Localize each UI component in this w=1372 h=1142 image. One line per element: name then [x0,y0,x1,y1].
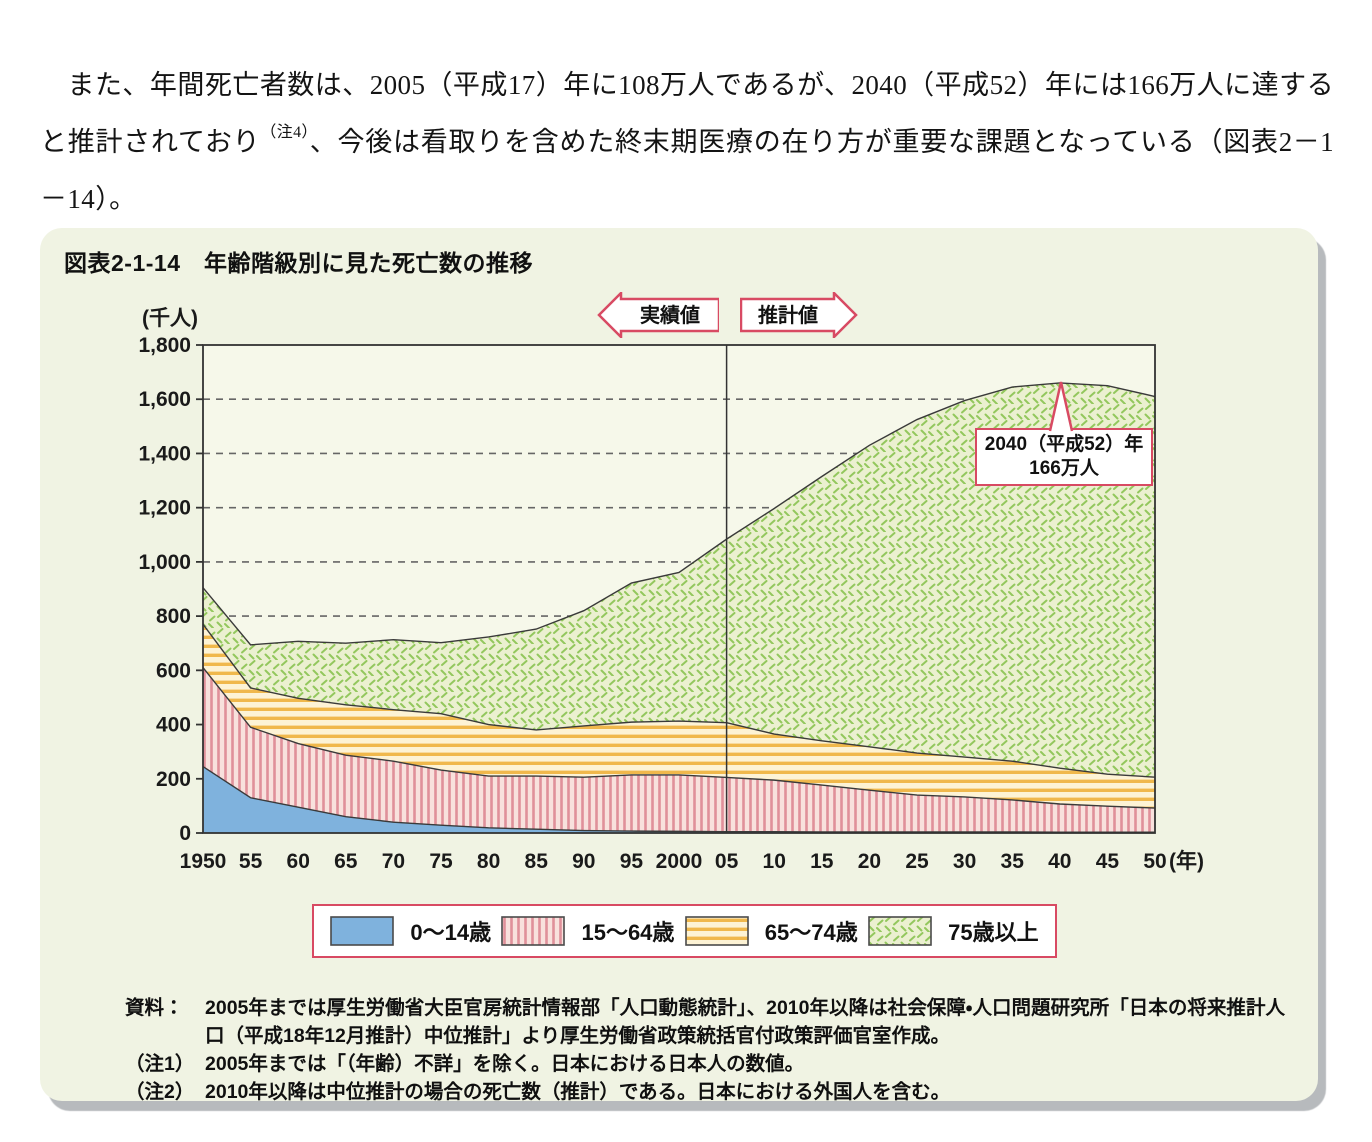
y-tick-label-400: 400 [156,714,191,737]
legend-item-3: 75歳以上 [868,915,1039,947]
y-tick-label-800: 800 [156,605,191,628]
x-tick-label-40: 40 [1048,850,1071,873]
x-tick-label-75: 75 [429,850,453,873]
figure-notes: 資料： 2005年までは厚生労働省大臣官房統計情報部「人口動態統計」、2010年以… [125,994,1285,1106]
left-arrow-shape [597,292,719,338]
figure-title: 図表2-1-14 年齢階級別に見た死亡数の推移 [64,250,533,276]
right-arrow-shape [740,292,858,338]
note-row-2: （注2） 2010年以降は中位推計の場合の死亡数（推計）である。日本における外国人… [125,1078,1285,1106]
area-75plus-outline [202,382,1156,646]
area-65-74-outline [202,623,1156,778]
x-tick-label-10: 10 [763,850,786,873]
callout-pointer [1048,381,1074,432]
deaths-by-age-stacked-area-chart: 0 200 400 600 800 1,000 1,200 1,400 1,600 1,800 19… [138,307,1204,873]
x-tick-label-65: 65 [334,850,358,873]
x-tick-label-50: 50 [1143,850,1166,873]
legend-swatch-1 [501,916,566,946]
legend-swatch-0 [330,916,395,946]
x-tick-label-25: 25 [905,850,929,873]
x-tick-label-30: 30 [953,850,976,873]
x-axis-unit-label: (年) [1169,849,1204,873]
legend-label-1: 15～64歳 [581,920,675,945]
y-axis-unit-label: (千人) [142,307,198,330]
note-text-1: 2005年までは「（年齢）不詳」を除く。日本における日本人の数値。 [205,1053,805,1075]
x-tick-label-45: 45 [1096,850,1120,873]
actual-period-arrow: 実績値 [597,292,719,338]
note-label-0: 資料： [125,997,184,1019]
x-tick-label-95: 95 [620,850,644,873]
plot-border [202,344,1156,834]
legend-swatch-2 [684,916,749,946]
note4-reference: （注4） [260,124,310,141]
legend-swatch-3 [868,916,932,946]
legend-label-0: 0～14歳 [410,920,492,945]
x-tick-label-05: 05 [715,850,739,873]
note-text-2: 2010年以降は中位推計の場合の死亡数（推計）である。日本における外国人を含む。 [205,1081,951,1103]
x-tick-label-15: 15 [810,850,834,873]
y-tick-label-600: 600 [156,659,191,682]
intro-text-after-note: 、今後は看取りを含めた終末期医療の在り方が重要な課題となっている（図表2－1－1… [40,127,1334,214]
legend-label-3: 75歳以上 [948,920,1039,945]
area-65-74 [203,624,1155,809]
note-row-0: 資料： 2005年までは厚生労働省大臣官房統計情報部「人口動態統計」、2010年以… [125,994,1285,1050]
chart-legend: 0～14歳 15～64歳 65～74歳 75歳以上 [312,904,1057,958]
x-tick-label-55: 55 [239,850,263,873]
area-15-64 [203,667,1155,833]
y-tick-label-1,200: 1,200 [138,497,191,520]
figure-box: 0 200 400 600 800 1,000 1,200 1,400 1,600 1,800 19… [40,228,1318,1103]
y-tick-label-200: 200 [156,768,191,791]
legend-item-0: 0～14歳 [330,915,491,947]
note-row-1: （注1） 2005年までは「（年齢）不詳」を除く。日本における日本人の数値。 [125,1050,1285,1078]
y-tick-label-1,000: 1,000 [138,551,191,574]
annotation-year: 2040（平成52）年 [984,434,1144,455]
area-0-14-outline [202,765,1155,833]
x-tick-label-2000: 2000 [656,850,703,873]
x-tick-label-60: 60 [287,850,310,873]
area-75plus [203,382,1155,778]
intro-text-before-note: また、年間死亡者数は、2005（平成17）年に108万人であるが、2040（平成… [40,70,1334,157]
projected-period-label: 推計値 [758,303,818,327]
x-tick-label-90: 90 [572,850,595,873]
actual-period-label: 実績値 [640,303,700,327]
y-tick-label-1,600: 1,600 [138,388,191,411]
x-tick-label-70: 70 [382,850,405,873]
x-tick-label-35: 35 [1001,850,1025,873]
note-text-0: 2005年までは厚生労働省大臣官房統計情報部「人口動態統計」、2010年以降は社… [205,997,1285,1047]
area-15-64-outline [202,667,1156,809]
projected-period-arrow: 推計値 [740,292,858,338]
y-tick-label-1,400: 1,400 [138,442,191,465]
area-0-14 [203,766,1155,833]
y-tick-label-1,800: 1,800 [138,334,191,357]
note-label-2: （注2） [125,1081,195,1103]
x-tick-label-20: 20 [858,850,881,873]
x-tick-label-85: 85 [525,850,549,873]
intro-paragraph: また、年間死亡者数は、2005（平成17）年に108万人であるが、2040（平成… [40,57,1334,228]
peak-annotation-callout: 2040（平成52）年 166万人 [975,428,1153,486]
y-tick-label-0: 0 [179,822,191,845]
x-tick-label-80: 80 [477,850,500,873]
legend-item-2: 65～74歳 [684,915,858,947]
x-tick-label-1950: 1950 [180,850,227,873]
note-label-1: （注1） [125,1053,195,1075]
legend-label-2: 65～74歳 [764,920,858,945]
legend-item-1: 15～64歳 [501,915,674,947]
annotation-value: 166万人 [1029,458,1099,479]
